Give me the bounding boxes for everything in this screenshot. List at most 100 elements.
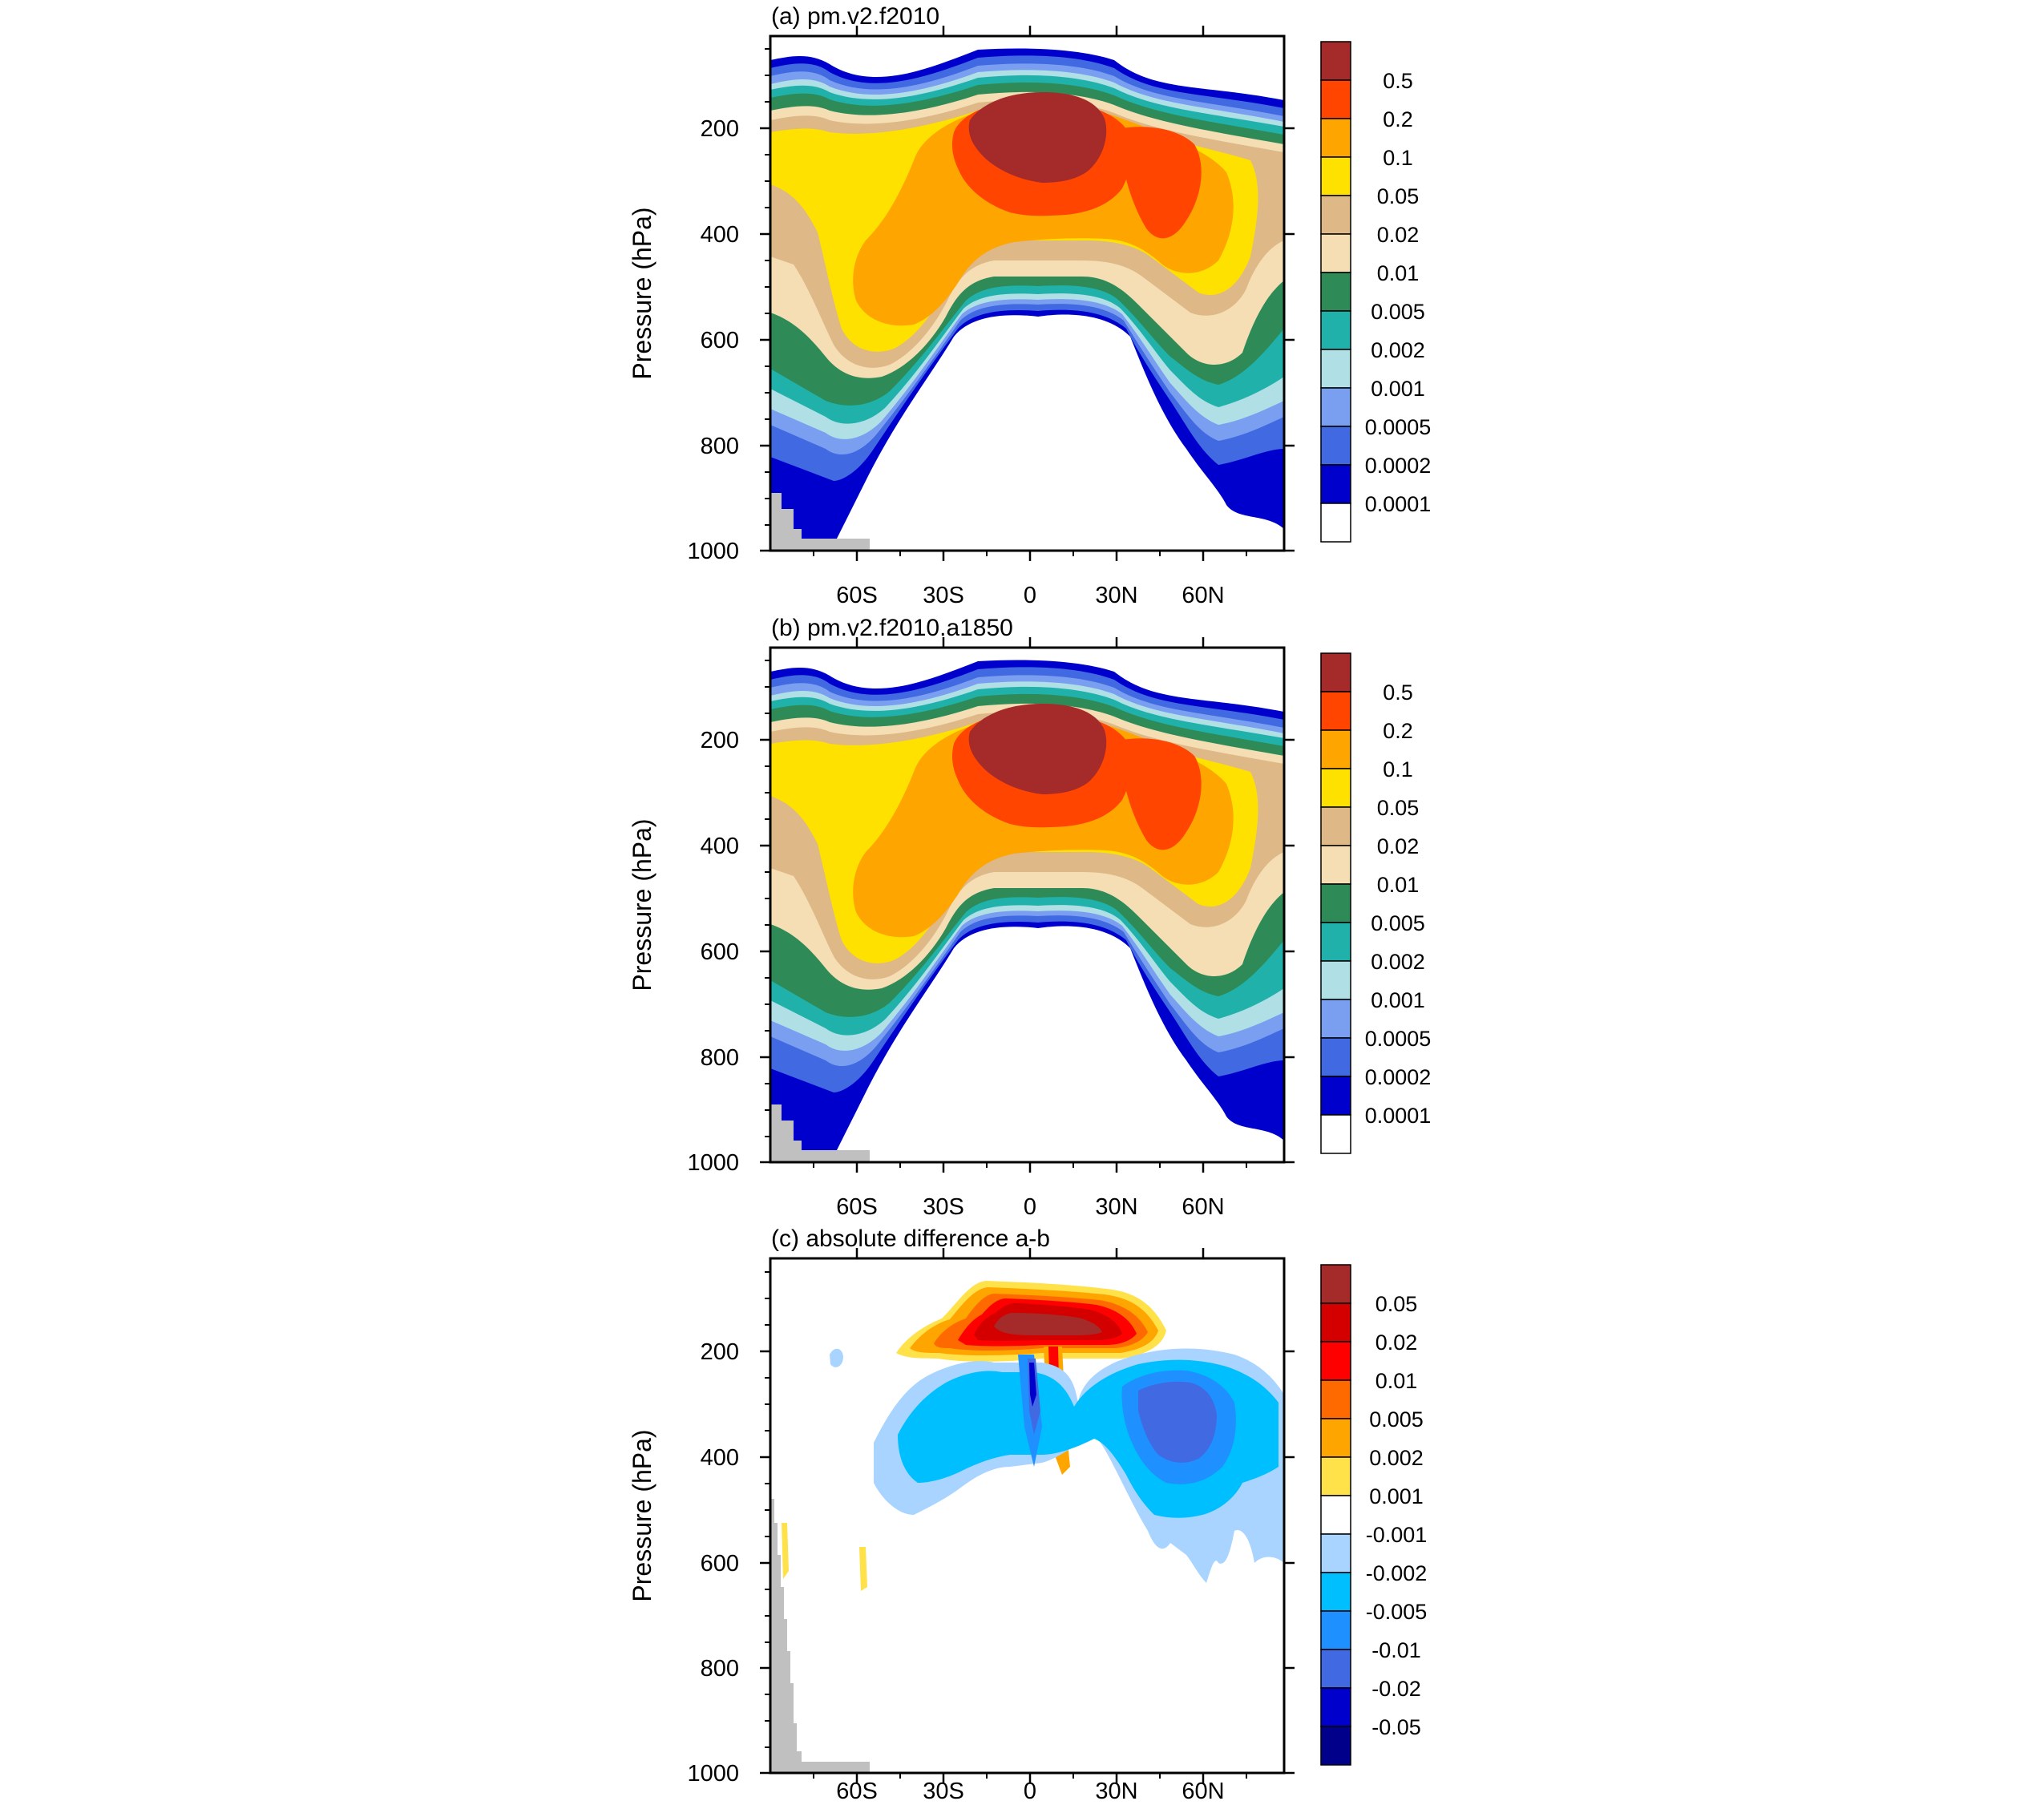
panel-a-colorbar-swatch-10 <box>1320 426 1351 466</box>
panel-c-y-axis-label: Pressure (hPa) <box>628 1429 656 1601</box>
panel-c-x-tick-3: 30N <box>1095 1248 1138 1804</box>
panel-b-colorbar-swatch-7 <box>1320 922 1351 962</box>
panel-a-colorbar-swatch-2 <box>1320 118 1351 158</box>
panel-c-colorbar-label-11: -0.05 <box>1371 1715 1421 1739</box>
panel-c-colorbar-swatch-8 <box>1320 1572 1351 1612</box>
panel-c-y-minor-ticks <box>765 1271 770 1748</box>
panel-a-colorbar-label-2: 0.1 <box>1383 146 1413 170</box>
panel-c-y-tick-label-1: 400 <box>701 1445 739 1471</box>
panel-c-colorbar-swatch-5 <box>1320 1456 1351 1496</box>
panel-c-colorbar-label-2: 0.01 <box>1375 1369 1418 1393</box>
panel-b-colorbar-label-3: 0.05 <box>1377 796 1420 820</box>
panel-a-colorbar-swatch-12 <box>1320 503 1351 543</box>
panel-b-frame <box>769 646 1286 1164</box>
panel-b-colorbar-swatch-0 <box>1320 652 1351 693</box>
panel-a-y-minor-ticks <box>765 48 770 526</box>
panel-b-colorbar-label-5: 0.01 <box>1377 873 1420 897</box>
panel-b-colorbar-swatch-5 <box>1320 845 1351 885</box>
panel-a-x-tick-label-4: 60N <box>1182 583 1224 608</box>
panel-b-y-tick-label-0: 200 <box>701 728 739 753</box>
panel-a-x-tick-3: 30N <box>1095 26 1138 608</box>
panel-a-colorbar-swatch-6 <box>1320 272 1351 312</box>
panel-b-colorbar-label-0: 0.5 <box>1383 680 1413 705</box>
panel-a-x-tick-label-3: 30N <box>1095 583 1137 608</box>
panel-a-colorbar-label-1: 0.2 <box>1383 107 1413 131</box>
panel-c-colorbar-label-4: 0.002 <box>1369 1446 1424 1470</box>
panel-a-colorbar-swatch-5 <box>1320 233 1351 273</box>
panel-a-y-tick-2: 600 <box>701 328 1295 353</box>
panel-a-x-tick-label-2: 0 <box>1024 583 1036 608</box>
panel-c-missing <box>770 1499 870 1773</box>
panel-b-x-tick-label-2: 0 <box>1024 1194 1036 1220</box>
panel-b-colorbar-swatch-4 <box>1320 806 1351 846</box>
panel-c-x-tick-label-3: 30N <box>1095 1779 1137 1804</box>
panel-b-x-tick-label-4: 60N <box>1182 1194 1224 1220</box>
panel-b-colorbar-label-9: 0.0005 <box>1365 1027 1432 1051</box>
panel-b-colorbar-swatch-10 <box>1320 1037 1351 1077</box>
panel-a-y-tick-label-0: 200 <box>701 116 739 142</box>
panel-c-y-tick-0: 200 <box>701 1339 1295 1365</box>
panel-c-colorbar-swatch-6 <box>1320 1495 1351 1535</box>
panel-b-y-tick-2: 600 <box>701 939 1295 965</box>
panel-c-colorbar-swatch-1 <box>1320 1302 1351 1343</box>
panel-b-missing <box>770 1104 870 1162</box>
panel-b-colorbar-label-2: 0.1 <box>1383 757 1413 781</box>
panel-b-colorbar-label-10: 0.0002 <box>1365 1065 1432 1089</box>
panel-a-x-tick-4: 60N <box>1182 26 1225 608</box>
panel-b-x-tick-4: 60N <box>1182 637 1225 1220</box>
panel-b-x-minor-ticks <box>813 1162 1247 1168</box>
panel-b-colorbar-swatch-12 <box>1320 1114 1351 1154</box>
panel-a-plot-area <box>770 36 1284 551</box>
panel-a-title: (a) pm.v2.f2010 <box>771 3 939 30</box>
panel-c-x-tick-0: 60S <box>836 1248 878 1804</box>
panel-b-x-tick-label-0: 60S <box>836 1194 878 1220</box>
panel-c-speckle-0 <box>830 1348 843 1367</box>
panel-a-x-tick-2: 0 <box>1024 26 1036 608</box>
panel-c-colorbar-label-6: -0.001 <box>1366 1523 1428 1547</box>
panel-a-colorbar: 0.5 0.2 0.1 0.05 0.02 0.01 0.005 0.002 0… <box>1320 41 1432 543</box>
panel-a-colorbar-swatch-11 <box>1320 464 1351 504</box>
panel-c-x-tick-1: 30S <box>923 1248 964 1804</box>
panel-b-x-tick-label-1: 30S <box>923 1194 964 1220</box>
panel-b-y-axis: 200 400 600 800 1000 <box>687 660 1295 1176</box>
panel-c-x-tick-4: 60N <box>1182 1248 1225 1804</box>
panel-a-y-tick-label-2: 600 <box>701 328 739 353</box>
panel-a-colorbar-swatch-8 <box>1320 349 1351 389</box>
panel-c-y-tick-1: 400 <box>701 1445 1295 1471</box>
panel-c-x-tick-2: 0 <box>1024 1248 1036 1804</box>
panel-c-x-tick-label-1: 30S <box>923 1779 964 1804</box>
panel-c-colorbar-swatch-0 <box>1320 1264 1351 1304</box>
panel-a-x-tick-0: 60S <box>836 26 878 608</box>
panel-a-colorbar-swatch-9 <box>1320 387 1351 427</box>
panel-b-colorbar-swatch-8 <box>1320 960 1351 1000</box>
panel-c-colorbar-label-10: -0.02 <box>1371 1677 1421 1701</box>
panel-a-colorbar-swatch-7 <box>1320 310 1351 350</box>
panel-c-band-max <box>994 1313 1102 1335</box>
panel-b-plot-area <box>770 648 1284 1162</box>
panel-c-colorbar-swatch-4 <box>1320 1418 1351 1458</box>
panel-a-colorbar-label-4: 0.02 <box>1377 223 1420 247</box>
panel-b-x-tick-0: 60S <box>836 637 878 1220</box>
panel-a-colorbar-swatch-1 <box>1320 79 1351 119</box>
panel-c-y-tick-2: 600 <box>701 1551 1295 1577</box>
panel-a-colorbar-label-3: 0.05 <box>1377 184 1420 208</box>
panel-c-colorbar-label-9: -0.01 <box>1371 1638 1421 1662</box>
panel-c-colorbar-label-8: -0.005 <box>1366 1600 1428 1624</box>
panel-b-colorbar-label-6: 0.005 <box>1371 911 1425 935</box>
panel-b-x-tick-2: 0 <box>1024 637 1036 1220</box>
panel-c-plot-area <box>770 1258 1284 1773</box>
panel-a-colorbar-label-11: 0.0001 <box>1365 492 1432 516</box>
panel-b-colorbar-swatch-2 <box>1320 729 1351 769</box>
panel-a-x-tick-label-0: 60S <box>836 583 878 608</box>
panel-a-colorbar-label-6: 0.005 <box>1371 300 1425 324</box>
panel-c-colorbar-swatch-10 <box>1320 1649 1351 1689</box>
panel-b-colorbar-label-1: 0.2 <box>1383 719 1413 743</box>
panel-c-x-axis: 60S 30S 0 30N 60N <box>813 1248 1247 1804</box>
panel-c-colorbar-label-3: 0.005 <box>1369 1407 1424 1431</box>
panel-a-frame <box>769 34 1286 552</box>
panel-b-colorbar-swatch-11 <box>1320 1076 1351 1116</box>
panel-a-colorbar-swatch-0 <box>1320 41 1351 81</box>
panel-a-y-tick-3: 800 <box>701 434 1295 459</box>
panel-a-missing <box>770 493 870 551</box>
panel-a: (a) pm.v2.f2010 200 400 600 800 1000 <box>628 3 1431 608</box>
